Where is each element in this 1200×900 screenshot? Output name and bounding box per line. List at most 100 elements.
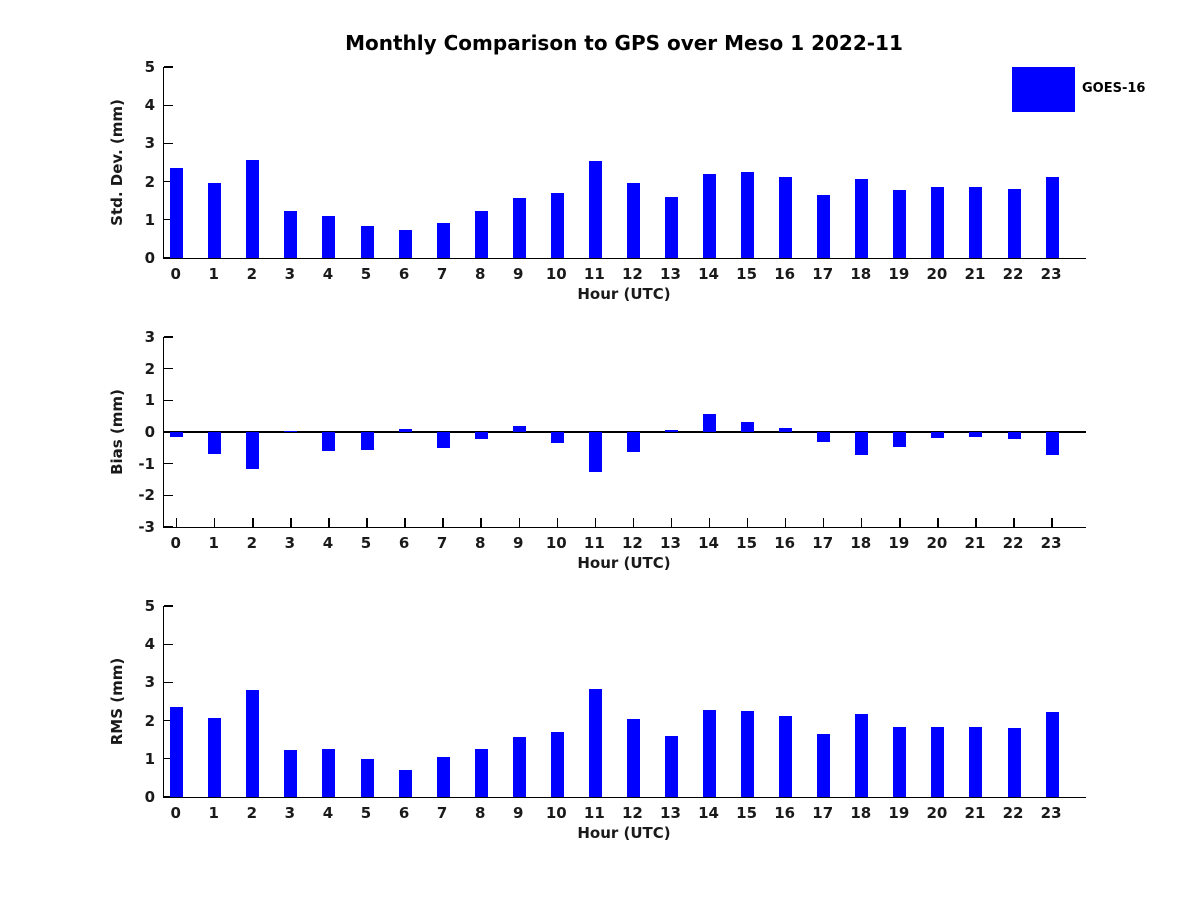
bar-bias-hour-9 bbox=[512, 425, 526, 432]
x-tick-label-std-dev: 19 bbox=[888, 265, 910, 283]
bar-rms-hour-21 bbox=[969, 726, 983, 797]
x-tick-label-rms: 8 bbox=[474, 804, 486, 822]
y-tick-rms bbox=[164, 605, 173, 607]
y-tick-rms bbox=[164, 681, 173, 684]
x-axis-label-bias: Hour (UTC) bbox=[577, 554, 671, 572]
bar-std-dev-hour-16 bbox=[779, 176, 793, 258]
x-tick-label-bias: 9 bbox=[513, 534, 524, 552]
x-tick-label-bias: 14 bbox=[698, 534, 719, 552]
bar-bias-hour-19 bbox=[893, 432, 907, 448]
bar-bias-hour-20 bbox=[931, 432, 945, 439]
bar-std-dev-hour-7 bbox=[436, 223, 450, 258]
bar-bias-hour-21 bbox=[969, 432, 983, 438]
x-tick-label-std-dev: 23 bbox=[1040, 265, 1062, 283]
legend-swatch-goes-16 bbox=[1012, 67, 1075, 112]
x-tick-bias bbox=[480, 518, 482, 527]
x-tick-label-bias: 11 bbox=[583, 534, 605, 552]
y-axis-label-std-dev: Std. Dev. (mm) bbox=[108, 99, 126, 226]
bar-bias-hour-6 bbox=[398, 428, 412, 432]
bar-bias-hour-14 bbox=[703, 413, 717, 432]
x-tick-label-rms: 15 bbox=[736, 804, 758, 822]
bar-bias-hour-3 bbox=[284, 430, 298, 432]
x-tick-label-rms: 16 bbox=[774, 804, 796, 822]
bar-rms-hour-5 bbox=[360, 759, 374, 797]
bar-rms-hour-10 bbox=[550, 731, 564, 797]
x-tick-label-bias: 0 bbox=[170, 534, 181, 552]
bar-std-dev-hour-6 bbox=[398, 230, 412, 258]
y-tick-label-bias: 0 bbox=[144, 423, 155, 441]
x-tick-label-rms: 21 bbox=[964, 804, 986, 822]
bar-std-dev-hour-9 bbox=[512, 198, 526, 258]
x-tick-label-rms: 20 bbox=[926, 804, 948, 822]
x-tick-label-std-dev: 14 bbox=[698, 265, 719, 283]
x-tick-label-std-dev: 1 bbox=[208, 265, 219, 283]
bar-rms-hour-0 bbox=[170, 706, 184, 797]
x-tick-label-bias: 17 bbox=[812, 534, 834, 552]
bar-rms-hour-20 bbox=[931, 726, 945, 797]
x-tick-bias bbox=[975, 518, 977, 527]
y-tick-label-std-dev: 4 bbox=[144, 96, 155, 115]
y-tick-bias bbox=[164, 494, 173, 497]
bar-rms-hour-2 bbox=[246, 690, 260, 797]
y-tick-label-std-dev: 2 bbox=[144, 172, 155, 191]
bar-rms-hour-13 bbox=[664, 735, 678, 797]
x-tick-bias bbox=[632, 518, 635, 527]
bar-std-dev-hour-2 bbox=[246, 160, 260, 258]
y-tick-std-dev bbox=[164, 180, 173, 183]
x-tick-label-rms: 5 bbox=[360, 804, 372, 822]
bar-std-dev-hour-4 bbox=[322, 215, 336, 258]
x-tick-label-bias: 19 bbox=[888, 534, 910, 552]
x-tick-label-std-dev: 11 bbox=[583, 265, 605, 283]
bar-bias-hour-1 bbox=[208, 432, 222, 454]
x-tick-label-std-dev: 9 bbox=[513, 265, 524, 283]
bar-rms-hour-18 bbox=[855, 713, 869, 797]
y-tick-label-rms: 4 bbox=[144, 635, 155, 654]
y-tick-label-std-dev: 0 bbox=[144, 249, 155, 267]
bar-bias-hour-10 bbox=[550, 432, 564, 444]
bar-rms-hour-14 bbox=[703, 710, 717, 797]
x-tick-label-std-dev: 13 bbox=[660, 265, 681, 283]
bar-std-dev-hour-14 bbox=[703, 173, 717, 258]
x-axis-label-rms: Hour (UTC) bbox=[577, 824, 671, 842]
bar-std-dev-hour-17 bbox=[817, 194, 831, 258]
bar-bias-hour-17 bbox=[817, 432, 831, 443]
bar-std-dev-hour-5 bbox=[360, 226, 374, 258]
bar-rms-hour-7 bbox=[436, 757, 450, 797]
x-tick-bias bbox=[1013, 518, 1015, 527]
bar-std-dev-hour-3 bbox=[284, 211, 298, 258]
x-tick-bias bbox=[937, 518, 939, 527]
y-tick-rms bbox=[164, 758, 173, 760]
x-tick-bias bbox=[670, 518, 673, 527]
x-tick-label-std-dev: 15 bbox=[736, 265, 758, 283]
bar-std-dev-hour-12 bbox=[626, 182, 640, 258]
x-tick-label-bias: 15 bbox=[736, 534, 758, 552]
x-tick-bias bbox=[404, 518, 406, 527]
x-tick-bias bbox=[899, 518, 901, 527]
y-tick-std-dev bbox=[164, 104, 173, 106]
x-tick-bias bbox=[823, 518, 825, 527]
x-tick-label-rms: 13 bbox=[660, 804, 681, 822]
x-tick-bias bbox=[784, 518, 787, 527]
bar-bias-hour-2 bbox=[246, 432, 260, 470]
x-tick-bias bbox=[594, 518, 597, 527]
bar-std-dev-hour-21 bbox=[969, 187, 983, 258]
bar-rms-hour-15 bbox=[741, 710, 755, 797]
x-tick-label-std-dev: 5 bbox=[360, 265, 372, 283]
x-tick-label-std-dev: 0 bbox=[170, 265, 181, 283]
bar-rms-hour-11 bbox=[588, 689, 602, 797]
x-tick-label-rms: 4 bbox=[322, 804, 334, 822]
zero-line-bias bbox=[164, 431, 1086, 433]
bar-std-dev-hour-23 bbox=[1045, 177, 1059, 258]
x-tick-label-rms: 22 bbox=[1002, 804, 1024, 822]
x-tick-bias bbox=[746, 518, 749, 527]
bar-rms-hour-17 bbox=[817, 733, 831, 797]
y-tick-std-dev bbox=[164, 219, 173, 221]
y-tick-rms bbox=[164, 643, 173, 645]
y-tick-std-dev bbox=[164, 66, 173, 68]
x-tick-label-std-dev: 20 bbox=[926, 265, 948, 283]
x-tick-label-rms: 14 bbox=[698, 804, 719, 822]
bar-bias-hour-11 bbox=[588, 432, 602, 472]
x-tick-label-bias: 18 bbox=[850, 534, 872, 552]
bar-bias-hour-22 bbox=[1007, 432, 1021, 439]
